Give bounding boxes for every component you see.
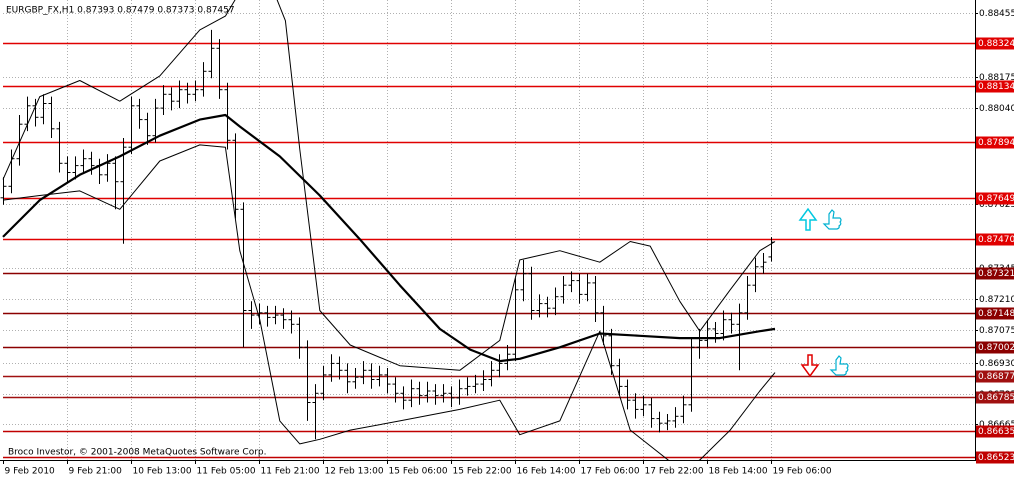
y-tick-label: 0.86930 [979,359,1014,369]
level-label: 0.87894 [978,138,1014,148]
thumb-up [829,355,849,376]
x-tick-label: 10 Feb 13:00 [133,467,192,477]
level-label: 0.88324 [978,39,1014,49]
level-label: 0.86635 [978,427,1014,437]
level-label-box [976,267,1014,280]
x-tick-label: 15 Feb 22:00 [453,467,512,477]
sell-signal [800,354,849,378]
y-tick-label: 0.87210 [979,295,1014,305]
x-tick-label: 11 Feb 05:00 [197,467,256,477]
y-tick-label: 0.88455 [979,9,1014,19]
moving-average [2,113,776,363]
level-label: 0.86523 [978,453,1014,463]
level-label-box [976,341,1014,354]
level-label: 0.87470 [978,235,1014,245]
y-tick-label: 0.88175 [979,73,1014,83]
level-label-box [976,307,1014,320]
level-label: 0.87321 [978,269,1014,279]
x-tick-label: 9 Feb 21:00 [69,467,123,477]
level-label-box [976,233,1014,246]
y-tick-label: 0.86665 [979,420,1014,430]
level-label: 0.88134 [978,82,1014,92]
level-label: 0.87002 [978,343,1014,353]
y-tick-label: 0.87625 [979,200,1014,210]
x-tick-label: 11 Feb 21:00 [261,467,320,477]
level-label-box [976,391,1014,404]
level-label: 0.87148 [978,309,1014,319]
copyright: Broco Investor, © 2001-2008 MetaQuotes S… [8,448,267,458]
x-tick-label: 17 Feb 06:00 [581,467,640,477]
down-arrow [800,354,820,378]
x-tick-label: 12 Feb 13:00 [325,467,384,477]
level-label-box [976,370,1014,383]
band-line [2,0,776,371]
plot-area [0,0,776,460]
level-label: 0.86877 [978,372,1014,382]
level-label-box [976,80,1014,93]
level-label-box [976,192,1014,205]
level-label-box [976,451,1014,464]
x-tick-label: 19 Feb 06:00 [773,467,832,477]
grid [3,0,975,460]
x-tick-label: 17 Feb 22:00 [645,467,704,477]
y-tick-label: 0.87075 [979,326,1014,336]
level-label: 0.86785 [978,393,1014,403]
x-tick-label: 18 Feb 14:00 [709,467,768,477]
buy-signal [798,207,842,231]
thumb-up [822,209,842,230]
y-tick-label: 0.88040 [979,104,1014,114]
x-tick-label: 9 Feb 2010 [5,467,56,477]
chart-title: EURGBP_FX,H1 0.87393 0.87479 0.87373 0.8… [6,6,235,16]
level-label-box [976,425,1014,438]
levels [3,42,975,459]
x-tick-label: 15 Feb 06:00 [389,467,448,477]
level-label: 0.87649 [978,194,1014,204]
axes: 0.884550.881750.880400.876250.873450.872… [3,9,1014,477]
band-line [2,144,776,460]
level-label-box [976,37,1014,50]
up-arrow [798,207,818,231]
level-label-box [976,136,1014,149]
x-tick-label: 16 Feb 14:00 [517,467,576,477]
